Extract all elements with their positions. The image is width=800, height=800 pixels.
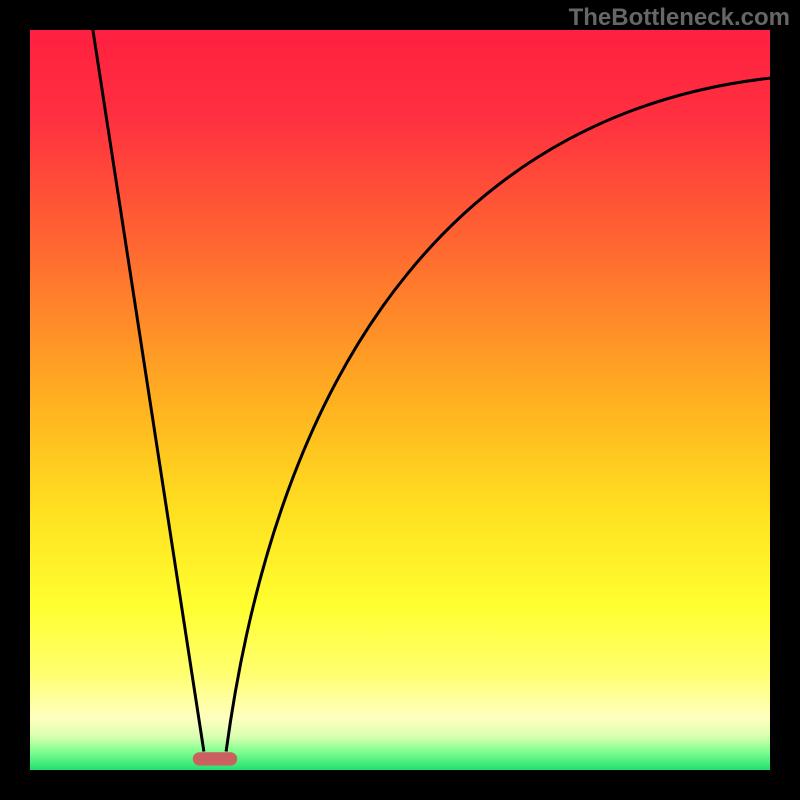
chart-container: TheBottleneck.com [0,0,800,800]
bottleneck-chart [0,0,800,800]
watermark-text: TheBottleneck.com [569,4,790,32]
plot-background [30,30,770,770]
optimal-marker [193,752,237,765]
